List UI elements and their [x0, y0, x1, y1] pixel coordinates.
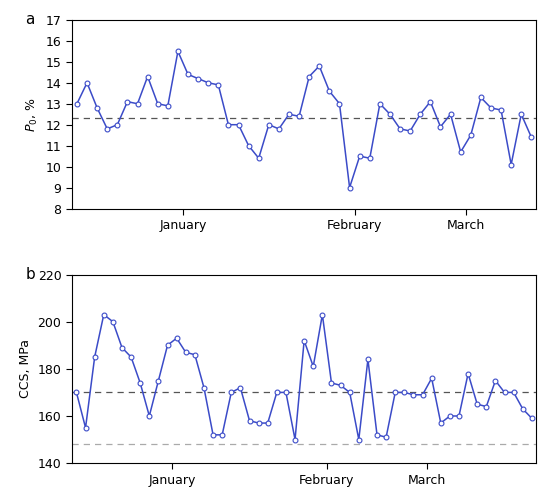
Y-axis label: $P_0$, %: $P_0$, %: [25, 97, 40, 131]
Text: a: a: [25, 12, 35, 27]
Y-axis label: CCS, MPa: CCS, MPa: [19, 339, 32, 398]
Text: b: b: [25, 267, 35, 282]
